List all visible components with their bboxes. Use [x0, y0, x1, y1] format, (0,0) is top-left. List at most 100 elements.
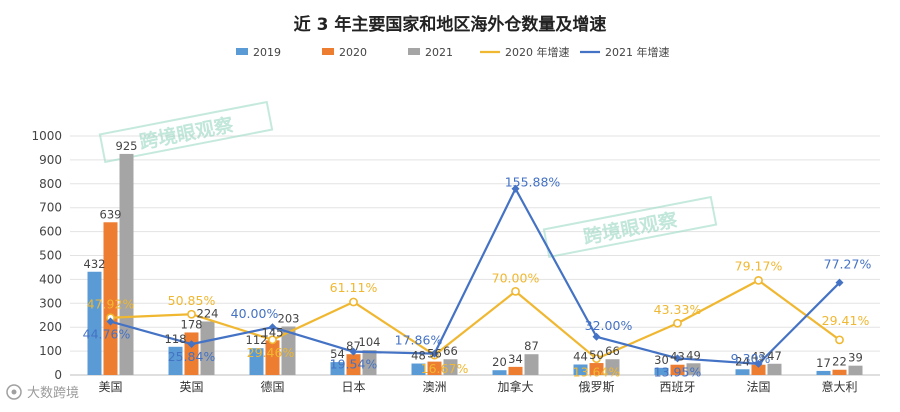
- line-value-label: 9.30%: [731, 351, 771, 366]
- watermark-frame: [98, 100, 274, 164]
- bar: [654, 367, 669, 375]
- legend-swatch: [322, 48, 334, 55]
- bar-value-label: 17: [816, 356, 831, 370]
- bar: [751, 364, 766, 375]
- bar: [524, 354, 539, 375]
- line-point: [754, 359, 763, 368]
- bar: [119, 153, 134, 375]
- line-value-label: 17.86%: [395, 333, 443, 348]
- line-point: [754, 275, 763, 285]
- line-value-label: 29.41%: [822, 313, 870, 328]
- bar: [427, 361, 442, 375]
- bar: [508, 366, 523, 375]
- line-value-label: 155.88%: [505, 175, 561, 190]
- line-point: [511, 286, 520, 296]
- bar-value-label: 639: [100, 207, 122, 221]
- line-point: [592, 332, 601, 341]
- line-value-label: 50.85%: [168, 293, 216, 308]
- line-value-label: 44.76%: [83, 327, 131, 342]
- line-point: [835, 278, 844, 287]
- line-value-label: 16.67%: [421, 361, 469, 376]
- y-tick-label: 400: [39, 272, 62, 286]
- legend-swatch: [408, 48, 420, 55]
- bar: [735, 369, 750, 375]
- bar-value-label: 66: [605, 344, 620, 358]
- y-tick-label: 100: [39, 344, 62, 358]
- bar: [832, 369, 847, 375]
- bar: [848, 365, 863, 375]
- line-value-label: 25.84%: [168, 349, 216, 364]
- line-point: [106, 317, 115, 326]
- x-tick-label: 英国: [179, 380, 203, 394]
- bar: [265, 340, 280, 375]
- legend-label: 2020 年增速: [505, 45, 570, 59]
- bar-value-label: 145: [262, 325, 284, 339]
- line-point: [268, 323, 277, 332]
- legend: 2019 2020 2021 2020 年增速 2021 年增速: [236, 45, 670, 59]
- series-line: [110, 187, 841, 365]
- bar-value-label: 56: [427, 347, 442, 361]
- y-tick-label: 500: [39, 249, 62, 263]
- chart-title: 近 3 年主要国家和地区海外仓数量及增速: [294, 14, 607, 35]
- x-tick-label: 法国: [746, 380, 770, 394]
- x-tick-label: 德国: [260, 379, 284, 394]
- y-axis: 0 100 200 300 400 500 600 700 800 900 1000: [31, 129, 62, 382]
- x-tick-label: 日本: [341, 380, 365, 394]
- line-point: [592, 354, 601, 364]
- bar: [767, 363, 782, 375]
- bar: [589, 363, 604, 375]
- bar: [168, 346, 183, 375]
- bar: [443, 359, 458, 375]
- bar: [670, 364, 685, 375]
- brand-logo-icon: [6, 384, 22, 400]
- x-tick-label: 美国: [98, 380, 122, 394]
- line-value-label: 13.64%: [573, 365, 621, 380]
- line-value-label: 47.92%: [87, 297, 135, 312]
- line-value-label: 13.95%: [654, 364, 702, 379]
- x-tick-label: 西班牙: [659, 380, 695, 394]
- bar-value-label: 178: [181, 317, 203, 331]
- bar: [816, 370, 831, 375]
- bar-value-label: 66: [443, 344, 458, 358]
- line-point: [835, 335, 844, 345]
- bar-value-label: 44: [573, 349, 588, 363]
- line-series: [106, 184, 844, 368]
- bar: [346, 354, 361, 375]
- y-tick-label: 300: [39, 296, 62, 310]
- line-value-label: 43.33%: [654, 302, 702, 317]
- line-value-label: 29.46%: [247, 345, 295, 360]
- bar: [330, 362, 345, 375]
- brand-logo: 大数跨境: [6, 384, 79, 401]
- bar: [686, 363, 701, 375]
- y-tick-label: 800: [39, 177, 62, 191]
- y-tick-label: 900: [39, 153, 62, 167]
- legend-label: 2019: [253, 46, 281, 59]
- line-point: [511, 184, 520, 193]
- brand-logo-dot: [11, 389, 17, 395]
- bar-value-label: 48: [411, 349, 426, 363]
- series-line: [110, 279, 841, 360]
- bar: [605, 359, 620, 375]
- line-point: [187, 340, 196, 349]
- bar-value-label: 87: [524, 339, 539, 353]
- line-value-label: 79.17%: [735, 258, 783, 273]
- line-point: [430, 349, 439, 358]
- bar-value-label: 224: [197, 306, 219, 320]
- y-tick-label: 700: [39, 201, 62, 215]
- y-tick-label: 1000: [31, 129, 62, 143]
- bar-value-label: 203: [278, 311, 300, 325]
- bar-series: [87, 153, 863, 375]
- x-tick-label: 俄罗斯: [578, 380, 614, 394]
- data-labels: 432 118 112 54 48 20 44 30 24 17 639 178 145 87 56 34 50…: [83, 139, 872, 380]
- y-tick-label: 600: [39, 225, 62, 239]
- legend-label: 2021 年增速: [605, 45, 670, 59]
- bar-value-label: 24: [735, 354, 750, 368]
- bar-value-label: 34: [508, 352, 523, 366]
- line-value-label: 19.54%: [330, 357, 378, 372]
- bar-value-label: 39: [848, 351, 863, 365]
- legend-swatch: [236, 48, 248, 55]
- bar: [87, 271, 102, 375]
- line-point: [673, 354, 682, 363]
